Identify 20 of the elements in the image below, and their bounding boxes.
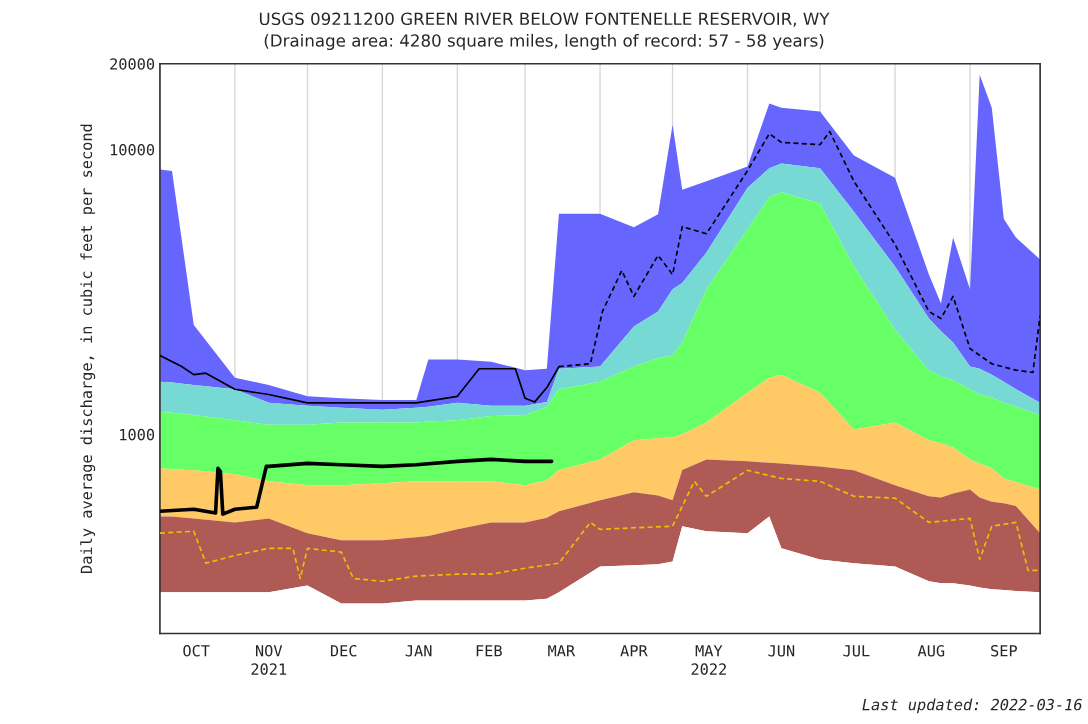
x-tick-label: DEC (330, 644, 357, 657)
x-tick-label: JUL (843, 645, 870, 657)
x-tick-label: SEP (991, 644, 1017, 657)
y-axis-title: Daily average discharge, in cubic feet per second (80, 124, 96, 573)
text: Last updated: 2022-03-16 (862, 698, 1082, 714)
x-tick-label: APR (620, 645, 648, 657)
x-tick-label: AUG (917, 644, 945, 657)
x-tick-label: MAY 2022 (691, 645, 726, 675)
y-tick-label: 1000 (120, 428, 155, 441)
line-series (159, 457, 554, 516)
x-tick-label: MAR (548, 645, 576, 657)
x-tick-label: NOV 2021 (251, 644, 287, 675)
chart-subtitle: (Drainage area: 4280 square miles, length of record: 57 - 58 years) (264, 33, 824, 51)
y-tick-label: 20000 (110, 58, 155, 70)
x-tick-label: FEB (476, 645, 502, 657)
x-tick-label: JUN (768, 645, 795, 657)
y-tick-label: 10000 (110, 143, 155, 156)
x-tick-label: OCT (183, 644, 210, 657)
x-tick-label: JAN (405, 645, 432, 657)
chart-title: USGS 09211200 GREEN RIVER BELOW FONTENELLE RESERVOIR, WY (259, 12, 830, 27)
